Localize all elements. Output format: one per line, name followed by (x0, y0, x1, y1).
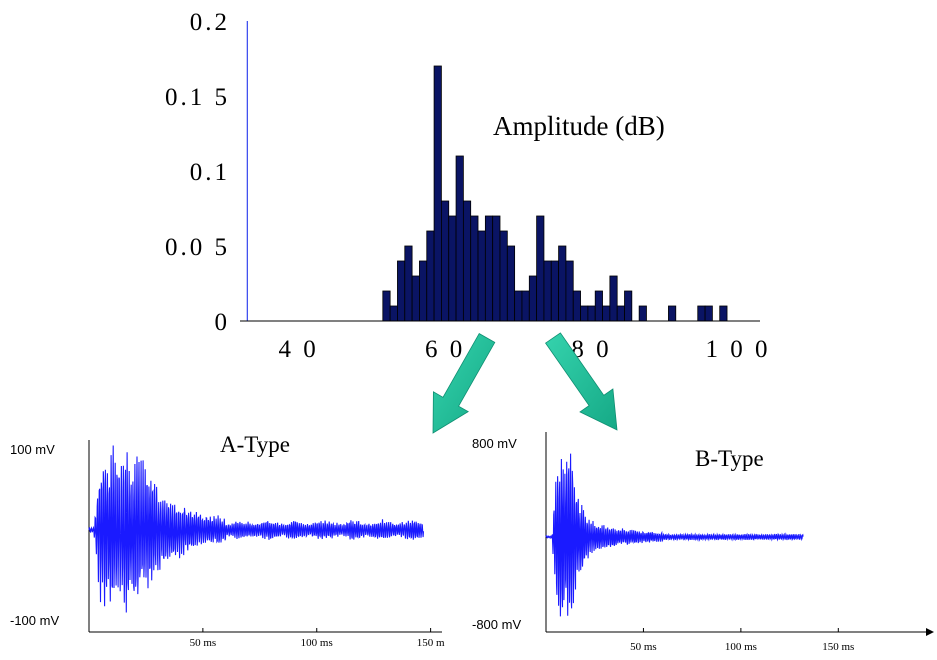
b-type-x-axis-arrowhead (926, 628, 934, 636)
b-type-x-tick-label: 100 ms (725, 641, 757, 653)
histogram-bar (602, 305, 611, 322)
histogram-bar (565, 260, 574, 322)
a-type-x-tick-label: 50 ms (190, 637, 217, 649)
histogram-bar (477, 230, 486, 322)
b-type-waveform-line (545, 453, 804, 617)
b-type-waveform-chart: 800 mV -800 mV B-Type 50 ms 100 ms 150 ms (472, 432, 934, 653)
histogram-bar (441, 200, 450, 322)
b-type-y-min-label: -800 mV (472, 617, 521, 632)
histogram-bar (397, 260, 406, 322)
histogram-bar (616, 305, 625, 322)
histogram-bar (580, 305, 589, 322)
histogram-bar (624, 290, 633, 322)
histogram-bar (719, 305, 728, 322)
histogram-bar (514, 290, 523, 322)
histogram-bar (419, 260, 428, 322)
histogram-bar (382, 290, 391, 322)
histogram-y-tick-labels: 0 0.0 5 0.1 0.1 5 0.2 (165, 9, 231, 336)
histogram-y-tick-label: 0.1 (190, 159, 230, 186)
histogram-bar (558, 245, 567, 322)
histogram-bar (470, 215, 479, 322)
histogram-bar (594, 290, 603, 322)
histogram-y-tick-label: 0.2 (190, 9, 230, 36)
arrows (432, 332, 618, 434)
histogram-bar (543, 260, 552, 322)
histogram-bar (609, 275, 618, 322)
histogram-bar (521, 290, 530, 322)
a-type-y-max-label: 100 mV (10, 442, 55, 457)
histogram-title: Amplitude (dB) (493, 111, 665, 141)
left-arrow-icon (432, 333, 496, 434)
histogram-y-tick-label: 0 (215, 309, 231, 336)
histogram-bar (404, 245, 413, 322)
a-type-y-min-label: -100 mV (10, 613, 59, 628)
histogram-bar (506, 245, 516, 322)
a-type-waveform-line (88, 445, 425, 613)
histogram-bar (389, 305, 398, 322)
histogram-bar (550, 260, 559, 322)
histogram-bar (499, 230, 508, 322)
histogram-bar (528, 275, 538, 322)
histogram-x-tick-label: 6 0 (425, 336, 465, 363)
a-type-x-tick-label: 150 m (417, 637, 445, 649)
histogram-bar (426, 230, 435, 322)
histogram-bar (704, 305, 713, 322)
histogram-bars (382, 65, 728, 322)
histogram-y-tick-label: 0.1 5 (165, 84, 230, 111)
b-type-x-tick-labels: 50 ms 100 ms 150 ms (630, 628, 854, 653)
a-type-title: A-Type (220, 432, 290, 457)
a-type-waveform-chart: 100 mV -100 mV A-Type 50 ms 100 ms 150 m (10, 432, 445, 649)
histogram-bar (587, 305, 596, 322)
histogram-bar (638, 305, 647, 322)
histogram-bar (462, 200, 472, 322)
histogram-x-tick-label: 1 0 0 (706, 336, 771, 363)
histogram-bar (455, 155, 464, 322)
histogram-bar (492, 215, 501, 322)
histogram-y-tick-label: 0.0 5 (165, 234, 230, 261)
a-type-x-tick-label: 100 ms (301, 637, 333, 649)
b-type-title: B-Type (695, 446, 764, 471)
histogram-x-tick-label: 4 0 (278, 336, 318, 363)
histogram-bar (697, 305, 706, 322)
histogram-bar (484, 215, 494, 322)
b-type-x-tick-label: 150 ms (822, 641, 854, 653)
histogram-bar (668, 305, 677, 322)
b-type-y-max-label: 800 mV (472, 436, 517, 451)
b-type-x-tick-label: 50 ms (630, 641, 657, 653)
histogram-bar (536, 215, 545, 322)
histogram-bar (411, 275, 420, 322)
histogram-bar (433, 65, 442, 322)
a-type-x-tick-labels: 50 ms 100 ms 150 m (190, 628, 445, 649)
right-arrow-icon (545, 332, 618, 431)
histogram-bar (448, 215, 457, 322)
histogram-bar (572, 290, 581, 322)
